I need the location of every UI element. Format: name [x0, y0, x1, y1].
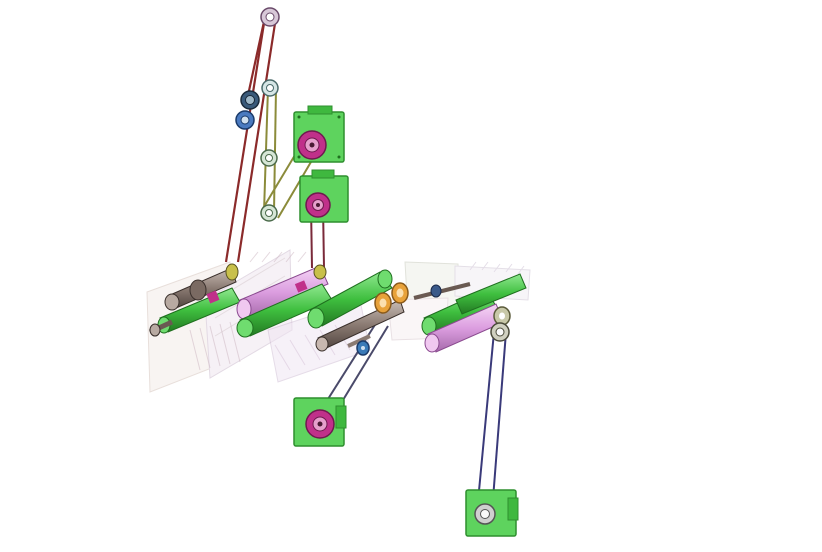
pulley-blue-small [356, 340, 370, 356]
idler-pulley-upper [261, 79, 279, 97]
motor-bottom-left [293, 397, 347, 447]
top-idler-pulley [260, 7, 280, 27]
idler-pulley-blue [235, 110, 255, 130]
belt-bottom-right [476, 331, 507, 513]
roller-green-right-upper [455, 273, 527, 315]
ghost-guide-comb-left [189, 251, 307, 371]
pulley-orange-pair [374, 282, 409, 314]
roller-green-center [307, 269, 393, 329]
shaft-right [413, 282, 471, 300]
belt-tall-red [224, 16, 278, 263]
idler-pulley-bottom [260, 204, 278, 222]
motor-middle [299, 169, 349, 223]
roller-pink-left [236, 264, 329, 320]
pulley-grey-pair [490, 306, 511, 342]
idler-pulley-lower [260, 149, 278, 167]
motor-bottom-right [465, 489, 519, 537]
idler-pulley-dark [240, 90, 260, 110]
motor-top [293, 105, 345, 163]
shaft-left-front [148, 319, 174, 337]
roller-green-mid-left [236, 283, 333, 338]
shaft-left-rear [164, 263, 239, 311]
